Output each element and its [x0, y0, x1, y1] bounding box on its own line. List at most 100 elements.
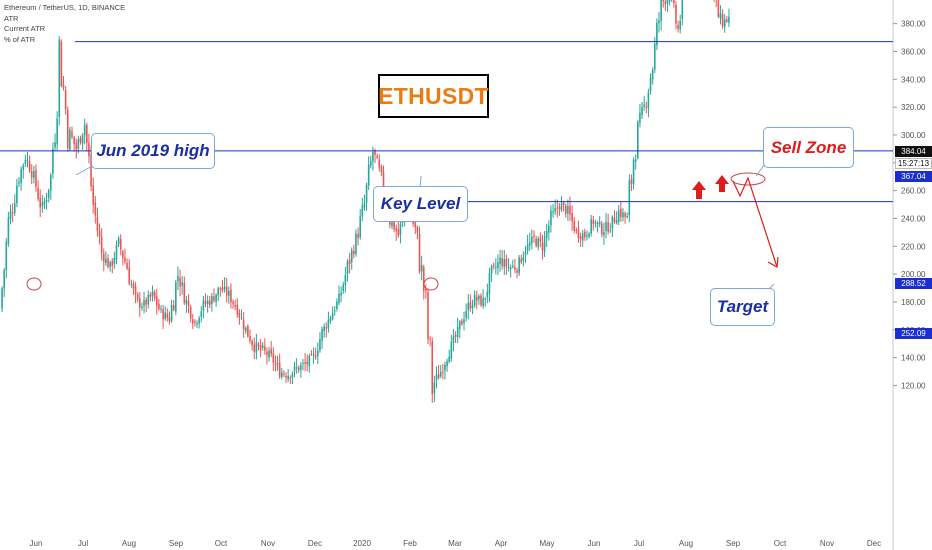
- candle-body: [444, 364, 446, 371]
- candle-body: [302, 363, 304, 365]
- jun-high-callout[interactable]: Jun 2019 high: [91, 133, 215, 169]
- projection-arrow-head: [767, 256, 779, 268]
- candle-body: [418, 233, 421, 272]
- candle-body: [592, 219, 595, 225]
- candle-body: [158, 303, 160, 310]
- candle-body: [266, 351, 268, 356]
- candle-body: [139, 298, 141, 308]
- sell-zone-callout[interactable]: Sell Zone: [763, 127, 854, 168]
- candle-body: [9, 210, 12, 219]
- candle-body: [416, 226, 419, 233]
- candle-body: [170, 305, 173, 321]
- candle-body: [100, 236, 103, 254]
- candle-body: [666, 0, 669, 4]
- candle-body: [11, 212, 14, 214]
- candle-body: [637, 121, 639, 159]
- candle-body: [274, 363, 277, 365]
- candle-body: [505, 258, 508, 267]
- candle-body: [52, 148, 54, 174]
- candle-body: [545, 231, 548, 238]
- candle-body: [181, 282, 183, 286]
- x-tick-label: Mar: [448, 539, 462, 548]
- candle-body: [338, 293, 340, 304]
- candle-body: [628, 180, 631, 216]
- candle-body: [259, 345, 262, 350]
- candle-body: [54, 142, 56, 148]
- candle-body: [584, 231, 586, 238]
- candle-body: [213, 296, 215, 301]
- candle-body: [153, 291, 156, 299]
- candle-body: [251, 341, 253, 346]
- candle-body: [429, 338, 431, 340]
- candle-body: [622, 212, 624, 218]
- candle-body: [611, 216, 614, 229]
- x-tick-label: Sep: [169, 539, 184, 548]
- candle-body: [323, 326, 325, 332]
- candle-body: [71, 131, 73, 137]
- candle-body: [35, 169, 37, 187]
- candle-body: [45, 200, 48, 203]
- candle-body: [590, 219, 592, 234]
- legend-pct-atr[interactable]: % of ATR: [4, 34, 36, 44]
- candle-body: [507, 267, 510, 269]
- candle-body: [261, 345, 264, 348]
- candle-body: [304, 362, 306, 364]
- candle-body: [208, 300, 211, 305]
- target-callout[interactable]: Target: [710, 288, 775, 326]
- candle-body: [558, 207, 561, 210]
- y-tick-label: 180.00: [901, 298, 926, 307]
- candle-body: [471, 305, 474, 309]
- candle-body: [134, 286, 137, 294]
- candle-body: [185, 299, 188, 304]
- candle-body: [346, 261, 349, 275]
- candle-body: [626, 216, 629, 218]
- y-tick-label: 400.00: [901, 0, 926, 1]
- candle-body: [151, 291, 154, 296]
- candle-body: [113, 258, 116, 265]
- candle-body: [365, 184, 368, 203]
- candle-body: [533, 235, 535, 238]
- legend-atr[interactable]: ATR: [4, 13, 19, 23]
- x-tick-label: Jul: [78, 539, 88, 548]
- candle-body: [452, 336, 455, 343]
- candle-body: [18, 182, 20, 184]
- candle-body: [221, 287, 224, 291]
- legend-current-atr[interactable]: Current ATR: [4, 24, 46, 33]
- candle-body: [244, 327, 247, 332]
- candle-body: [312, 354, 315, 356]
- candle-body: [539, 237, 542, 242]
- candle-body: [69, 129, 71, 150]
- candle-body: [579, 236, 582, 240]
- candle-body: [33, 170, 35, 178]
- x-tick-label: Apr: [495, 539, 508, 548]
- candle-body: [200, 311, 203, 317]
- candle-body: [141, 306, 143, 309]
- candle-body: [60, 41, 63, 86]
- candle-body: [509, 267, 512, 270]
- candle-body: [331, 312, 334, 320]
- y-tick-label: 380.00: [901, 20, 926, 29]
- candle-body: [102, 253, 105, 262]
- candle-body: [598, 222, 601, 225]
- candle-body: [480, 295, 482, 306]
- key-level-callout[interactable]: Key Level: [373, 186, 468, 222]
- candle-body: [37, 187, 39, 200]
- candle-body: [149, 294, 152, 297]
- x-tick-label: Oct: [774, 539, 787, 548]
- candle-body: [191, 319, 194, 324]
- symbol-title-box[interactable]: ETHUSDT: [378, 74, 489, 118]
- x-tick-label: Feb: [403, 539, 417, 548]
- candle-body: [217, 288, 220, 296]
- candle-body: [492, 265, 495, 267]
- candle-body: [257, 344, 260, 347]
- candle-body: [624, 213, 626, 217]
- legend-symbol[interactable]: Ethereum / TetherUS, 1D, BINANCE: [4, 3, 126, 12]
- candle-body: [202, 300, 205, 311]
- candle-body: [177, 275, 179, 282]
- candle-body: [516, 270, 518, 273]
- candle-body: [297, 367, 300, 371]
- candle-body: [22, 165, 25, 170]
- candle-body: [247, 325, 249, 337]
- candle-body: [88, 142, 90, 157]
- candle-body: [526, 244, 529, 252]
